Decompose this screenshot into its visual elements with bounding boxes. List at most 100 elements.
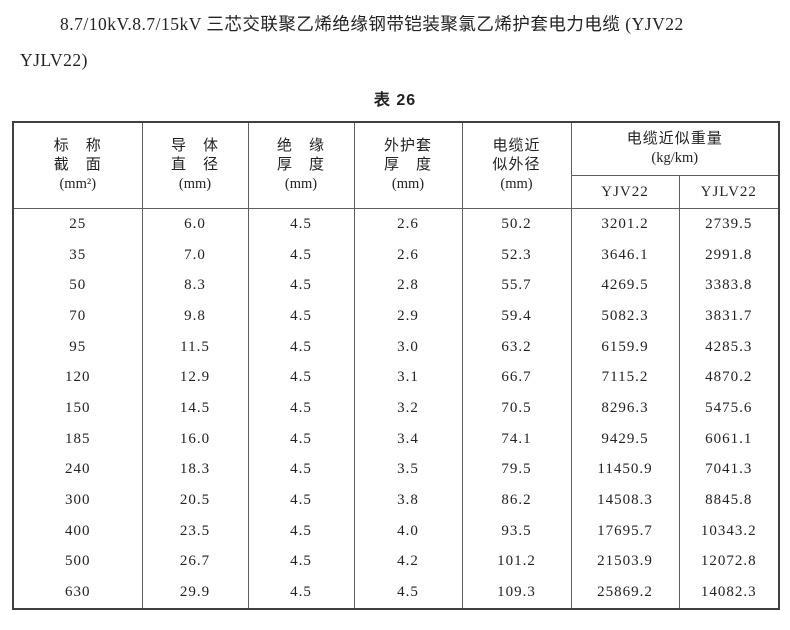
table-row: 70 9.8 4.5 2.9 59.4 5082.3 3831.7	[12, 301, 780, 332]
cell-sheath-thickness: 4.2	[353, 546, 463, 578]
cell-insulation-thickness: 4.5	[247, 239, 355, 271]
cell-conductor-diameter: 12.9	[141, 362, 249, 394]
cell-insulation-thickness: 4.5	[247, 515, 355, 547]
cell-section: 630	[12, 577, 143, 609]
header-unit: (mm)	[178, 176, 212, 192]
cell-outer-diameter: 50.2	[461, 208, 572, 240]
cell-sheath-thickness: 3.8	[353, 485, 463, 516]
document-title: 8.7/10kV.8.7/15kV 三芯交联聚乙烯绝缘钢带铠装聚氯乙烯护套电力电…	[12, 14, 778, 70]
cell-weight-yjlv22: 7041.3	[678, 454, 780, 486]
cell-outer-diameter: 79.5	[461, 454, 572, 486]
table-row: 185 16.0 4.5 3.4 74.1 9429.5 6061.1	[12, 423, 780, 455]
cell-weight-yjv22: 3201.2	[570, 208, 680, 240]
column-header-approx-weight: 电缆近似重量 (kg/km)	[570, 121, 780, 176]
cell-outer-diameter: 74.1	[461, 423, 572, 455]
cell-insulation-thickness: 4.5	[247, 577, 355, 609]
cell-weight-yjlv22: 12072.8	[678, 546, 780, 578]
cell-weight-yjv22: 5082.3	[570, 301, 680, 332]
cell-conductor-diameter: 29.9	[141, 577, 249, 609]
cell-insulation-thickness: 4.5	[247, 331, 355, 363]
cell-sheath-thickness: 4.0	[353, 515, 463, 547]
cell-conductor-diameter: 26.7	[141, 546, 249, 578]
cell-conductor-diameter: 9.8	[141, 301, 249, 332]
cell-insulation-thickness: 4.5	[247, 208, 355, 240]
cell-weight-yjv22: 25869.2	[570, 577, 680, 609]
header-unit: (mm²)	[59, 176, 97, 192]
cell-section: 25	[12, 208, 143, 240]
cell-outer-diameter: 63.2	[461, 331, 572, 363]
cell-weight-yjlv22: 2739.5	[678, 208, 780, 240]
cell-conductor-diameter: 14.5	[141, 393, 249, 424]
cell-sheath-thickness: 3.5	[353, 454, 463, 486]
cell-outer-diameter: 59.4	[461, 301, 572, 332]
cell-weight-yjv22: 3646.1	[570, 239, 680, 271]
cell-section: 95	[12, 331, 143, 363]
cell-section: 150	[12, 393, 143, 424]
cell-conductor-diameter: 7.0	[141, 239, 249, 271]
cell-sheath-thickness: 2.6	[353, 208, 463, 240]
cell-weight-yjv22: 21503.9	[570, 546, 680, 578]
header-text: 电缆近	[492, 138, 541, 154]
cell-weight-yjv22: 7115.2	[570, 362, 680, 394]
title-line-1: 8.7/10kV.8.7/15kV 三芯交联聚乙烯绝缘钢带铠装聚氯乙烯护套电力电…	[60, 14, 684, 34]
header-unit: (mm)	[391, 176, 425, 192]
column-header-nominal-section: 标 称 截 面 (mm²)	[12, 121, 143, 209]
cable-spec-table: 标 称 截 面 (mm²) 导 体 直 径 (mm) 绝 缘 厚 度 (mm) …	[12, 121, 781, 610]
cell-weight-yjlv22: 3383.8	[678, 270, 780, 302]
table-row: 150 14.5 4.5 3.2 70.5 8296.3 5475.6	[12, 393, 780, 424]
table-caption: 表 26	[373, 92, 417, 109]
table-row: 630 29.9 4.5 4.5 109.3 25869.2 14082.3	[12, 577, 780, 609]
header-text: 截 面	[53, 157, 102, 173]
cell-weight-yjv22: 4269.5	[570, 270, 680, 302]
cell-weight-yjlv22: 8845.8	[678, 485, 780, 516]
table-body: 25 6.0 4.5 2.6 50.2 3201.2 2739.5 35 7.0…	[12, 208, 780, 609]
cell-sheath-thickness: 2.8	[353, 270, 463, 302]
header-text: 厚 度	[276, 157, 325, 173]
table-row: 500 26.7 4.5 4.2 101.2 21503.9 12072.8	[12, 546, 780, 578]
column-header-insulation-thickness: 绝 缘 厚 度 (mm)	[247, 121, 355, 209]
header-unit: (mm)	[284, 176, 318, 192]
header-unit: (mm)	[500, 176, 533, 192]
cell-outer-diameter: 70.5	[461, 393, 572, 424]
header-unit: (kg/km)	[651, 150, 699, 166]
cell-outer-diameter: 55.7	[461, 270, 572, 302]
cell-weight-yjv22: 8296.3	[570, 393, 680, 424]
column-header-yjlv22: YJLV22	[678, 175, 780, 209]
cell-conductor-diameter: 11.5	[141, 331, 249, 363]
table-row: 300 20.5 4.5 3.8 86.2 14508.3 8845.8	[12, 485, 780, 516]
cell-weight-yjlv22: 3831.7	[678, 301, 780, 332]
title-line-2: YJLV22)	[20, 49, 88, 70]
cell-sheath-thickness: 3.1	[353, 362, 463, 394]
column-header-yjv22: YJV22	[570, 175, 680, 209]
cell-section: 300	[12, 485, 143, 516]
cell-weight-yjlv22: 6061.1	[678, 423, 780, 455]
header-text: 导 体	[170, 138, 219, 154]
table-row: 95 11.5 4.5 3.0 63.2 6159.9 4285.3	[12, 331, 780, 363]
cell-conductor-diameter: 20.5	[141, 485, 249, 516]
cell-section: 185	[12, 423, 143, 455]
cell-conductor-diameter: 16.0	[141, 423, 249, 455]
cell-insulation-thickness: 4.5	[247, 485, 355, 516]
cell-weight-yjv22: 9429.5	[570, 423, 680, 455]
cell-weight-yjlv22: 4870.2	[678, 362, 780, 394]
cell-sheath-thickness: 2.9	[353, 301, 463, 332]
cell-sheath-thickness: 3.2	[353, 393, 463, 424]
cell-outer-diameter: 93.5	[461, 515, 572, 547]
header-text: 绝 缘	[276, 138, 325, 154]
cell-insulation-thickness: 4.5	[247, 301, 355, 332]
cell-insulation-thickness: 4.5	[247, 454, 355, 486]
cell-outer-diameter: 86.2	[461, 485, 572, 516]
column-header-sheath-thickness: 外护套 厚 度 (mm)	[353, 121, 463, 209]
cell-section: 50	[12, 270, 143, 302]
table-row: 35 7.0 4.5 2.6 52.3 3646.1 2991.8	[12, 239, 780, 271]
cell-sheath-thickness: 3.0	[353, 331, 463, 363]
cell-outer-diameter: 101.2	[461, 546, 572, 578]
document-page: 8.7/10kV.8.7/15kV 三芯交联聚乙烯绝缘钢带铠装聚氯乙烯护套电力电…	[0, 14, 790, 610]
cell-outer-diameter: 66.7	[461, 362, 572, 394]
cell-weight-yjlv22: 5475.6	[678, 393, 780, 424]
cell-weight-yjlv22: 14082.3	[678, 577, 780, 609]
header-text: 似外径	[492, 157, 541, 173]
cell-conductor-diameter: 8.3	[141, 270, 249, 302]
cell-conductor-diameter: 6.0	[141, 208, 249, 240]
cell-weight-yjv22: 6159.9	[570, 331, 680, 363]
